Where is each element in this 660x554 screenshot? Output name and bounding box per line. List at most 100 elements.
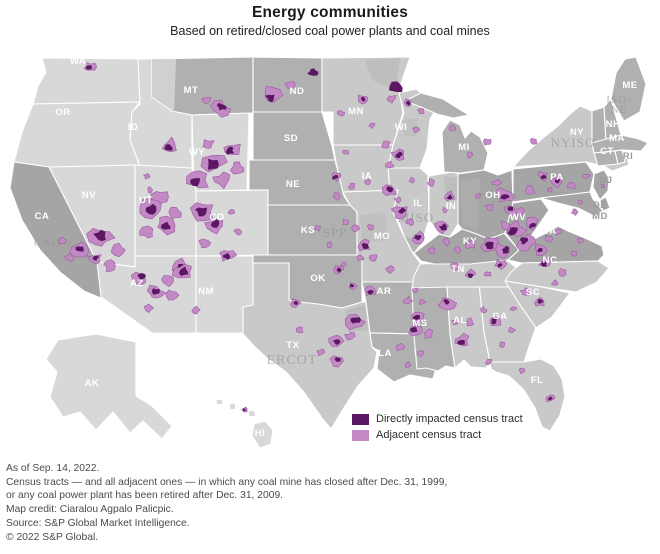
census-tract-direct [484,241,494,250]
census-tract-adjacent [499,341,506,349]
census-tract-direct [216,102,227,111]
census-tract-direct [507,227,519,236]
census-tract-adjacent [582,173,591,179]
region-label-ne: NE [611,104,628,116]
state-ak [45,333,173,440]
census-tract-adjacent [525,185,536,195]
census-tract-direct [443,298,450,305]
census-tract-adjacent [601,183,606,189]
census-tract-direct [208,158,219,170]
census-tract-adjacent [554,228,563,236]
footnote-line: © 2022 S&P Global. [6,531,99,543]
census-tract-direct [349,283,354,288]
census-tract-direct [223,253,231,260]
census-tract-direct [92,255,99,262]
census-tract-adjacent [201,97,212,104]
census-tract-direct [540,174,547,180]
census-tract-adjacent [427,247,436,255]
census-tract-direct [93,229,106,242]
state-label-wi: WI [395,122,408,133]
census-tract-adjacent [381,140,391,149]
census-tract-adjacent [577,199,583,205]
census-tract-direct [336,267,342,274]
state-label-pa: PA [550,172,564,183]
census-tract-direct [541,261,548,267]
state-label-az: AZ [130,278,144,289]
census-tract-direct [457,340,465,345]
census-tract-adjacent [450,319,459,326]
state-mt-west-shade [152,59,176,112]
footnote-line: Map credit: Ciaralou Agpalo Palicpic. [6,504,174,516]
census-tract-adjacent [576,237,584,244]
state-label-nd: ND [290,86,305,97]
state-mo-shade [360,212,388,242]
footnotes: As of Sep. 14, 2022. Census tracts — and… [6,462,447,544]
region-label-iso: ISO- [606,94,631,106]
census-tract-direct [361,242,369,250]
census-tract-direct [500,194,510,200]
state-label-fl: FL [531,375,544,386]
state-hi-maui [247,409,257,418]
state-tx [242,262,378,430]
census-tract-adjacent [161,275,175,288]
state-label-nj: NJ [599,175,612,186]
census-tract-adjacent [519,287,530,296]
census-tract-adjacent [366,223,375,231]
state-me [610,56,647,122]
census-tract-direct [537,299,544,304]
census-tract-adjacent [342,149,350,155]
census-tract-adjacent [233,228,243,236]
census-tract-adjacent [475,192,481,200]
state-label-or: OR [55,107,70,118]
census-tract-adjacent [483,271,492,277]
census-tract-adjacent [480,306,488,314]
census-tract-adjacent [442,237,451,246]
census-tract-adjacent [58,236,67,245]
state-label-la: LA [378,348,392,359]
state-label-nm: NM [198,286,214,297]
census-tract-adjacent [450,262,460,271]
census-tract-adjacent [518,367,526,374]
header: Energy communities Based on retired/clos… [0,4,660,38]
census-tract-direct [332,339,341,345]
census-tract-direct [332,174,339,180]
census-tract-adjacent [142,172,151,180]
census-tract-adjacent [368,254,378,262]
state-hi-bigisland [251,420,274,449]
direct-tract-swatch [352,413,369,425]
census-tract-adjacent [344,331,356,341]
state-label-me: ME [622,80,637,91]
census-tract-direct [467,273,474,279]
census-tract-adjacent [466,317,475,327]
census-tract-adjacent [427,177,435,187]
state-label-ny: NY [570,127,584,138]
census-tract-direct [446,194,453,200]
census-tract-direct [195,207,208,217]
census-tract-adjacent [515,207,525,216]
census-tract-adjacent [168,206,182,219]
census-tract-adjacent [386,95,397,104]
census-tract-adjacent [202,139,215,149]
census-tract-adjacent [316,348,326,357]
census-tract-adjacent [544,234,554,243]
footnote-line: Census tracts — and all adjacent ones — … [6,476,448,488]
census-tract-adjacent [139,225,154,239]
census-tract-direct [242,408,246,412]
census-tract-adjacent [284,81,296,89]
census-tract-adjacent [405,217,414,227]
census-tract-adjacent [340,261,347,268]
census-tract-direct [334,357,341,362]
region-label-spp: SPP [323,225,348,240]
census-tract-adjacent [402,295,414,304]
states-layer [9,56,649,449]
census-tract-adjacent [404,361,412,369]
census-tract-adjacent [110,242,126,258]
state-label-de: DE [593,200,607,211]
census-tract-adjacent [484,358,493,366]
state-label-ne: NE [286,179,300,190]
state-oh-west-shade [460,178,480,230]
state-label-ga: GA [492,311,507,322]
state-ri [614,149,626,165]
state-labels-layer: WA OR ID MT WY NV UT CA AZ NM CO ND SD NE KS OK TX MN IA MO… [35,56,637,439]
